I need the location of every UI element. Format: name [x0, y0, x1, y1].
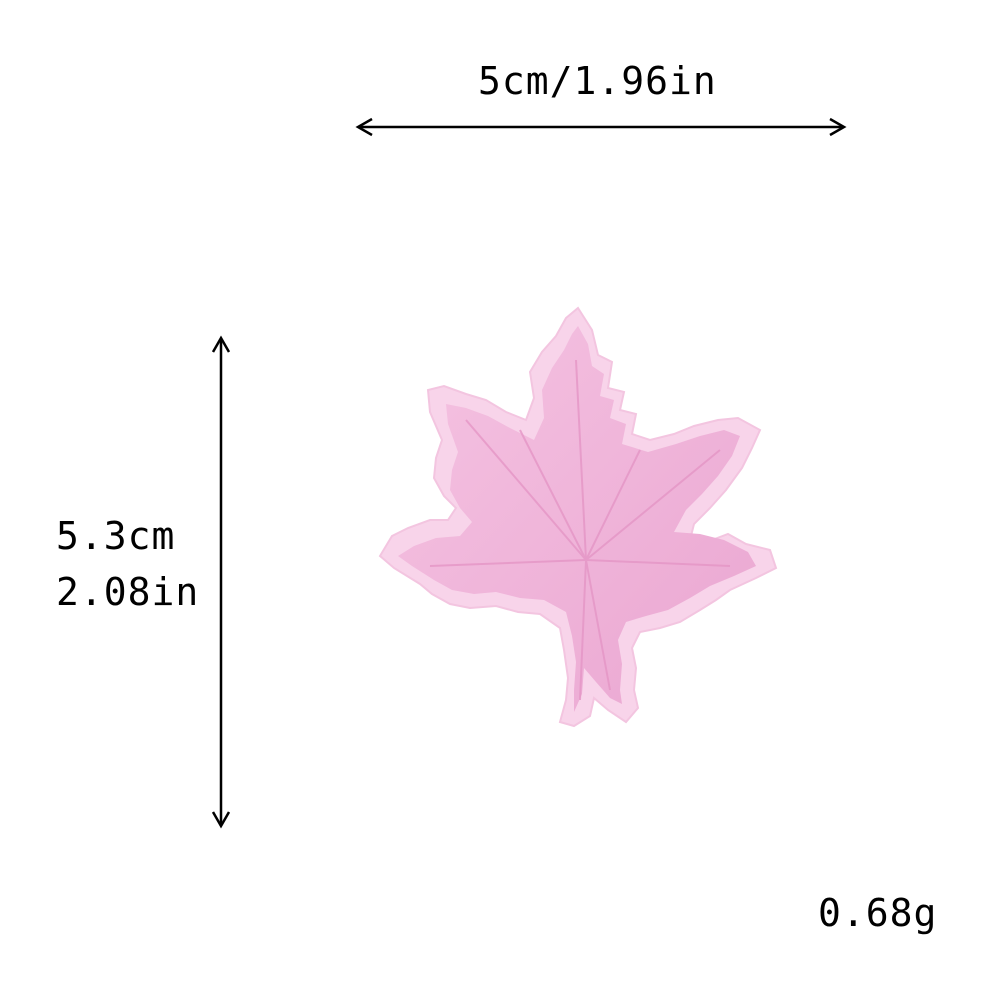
- height-label-in: 2.08in: [56, 570, 200, 614]
- height-label-cm: 5.3cm: [56, 514, 176, 558]
- weight-label: 0.68g: [818, 891, 938, 935]
- width-label: 5cm/1.96in: [478, 59, 717, 103]
